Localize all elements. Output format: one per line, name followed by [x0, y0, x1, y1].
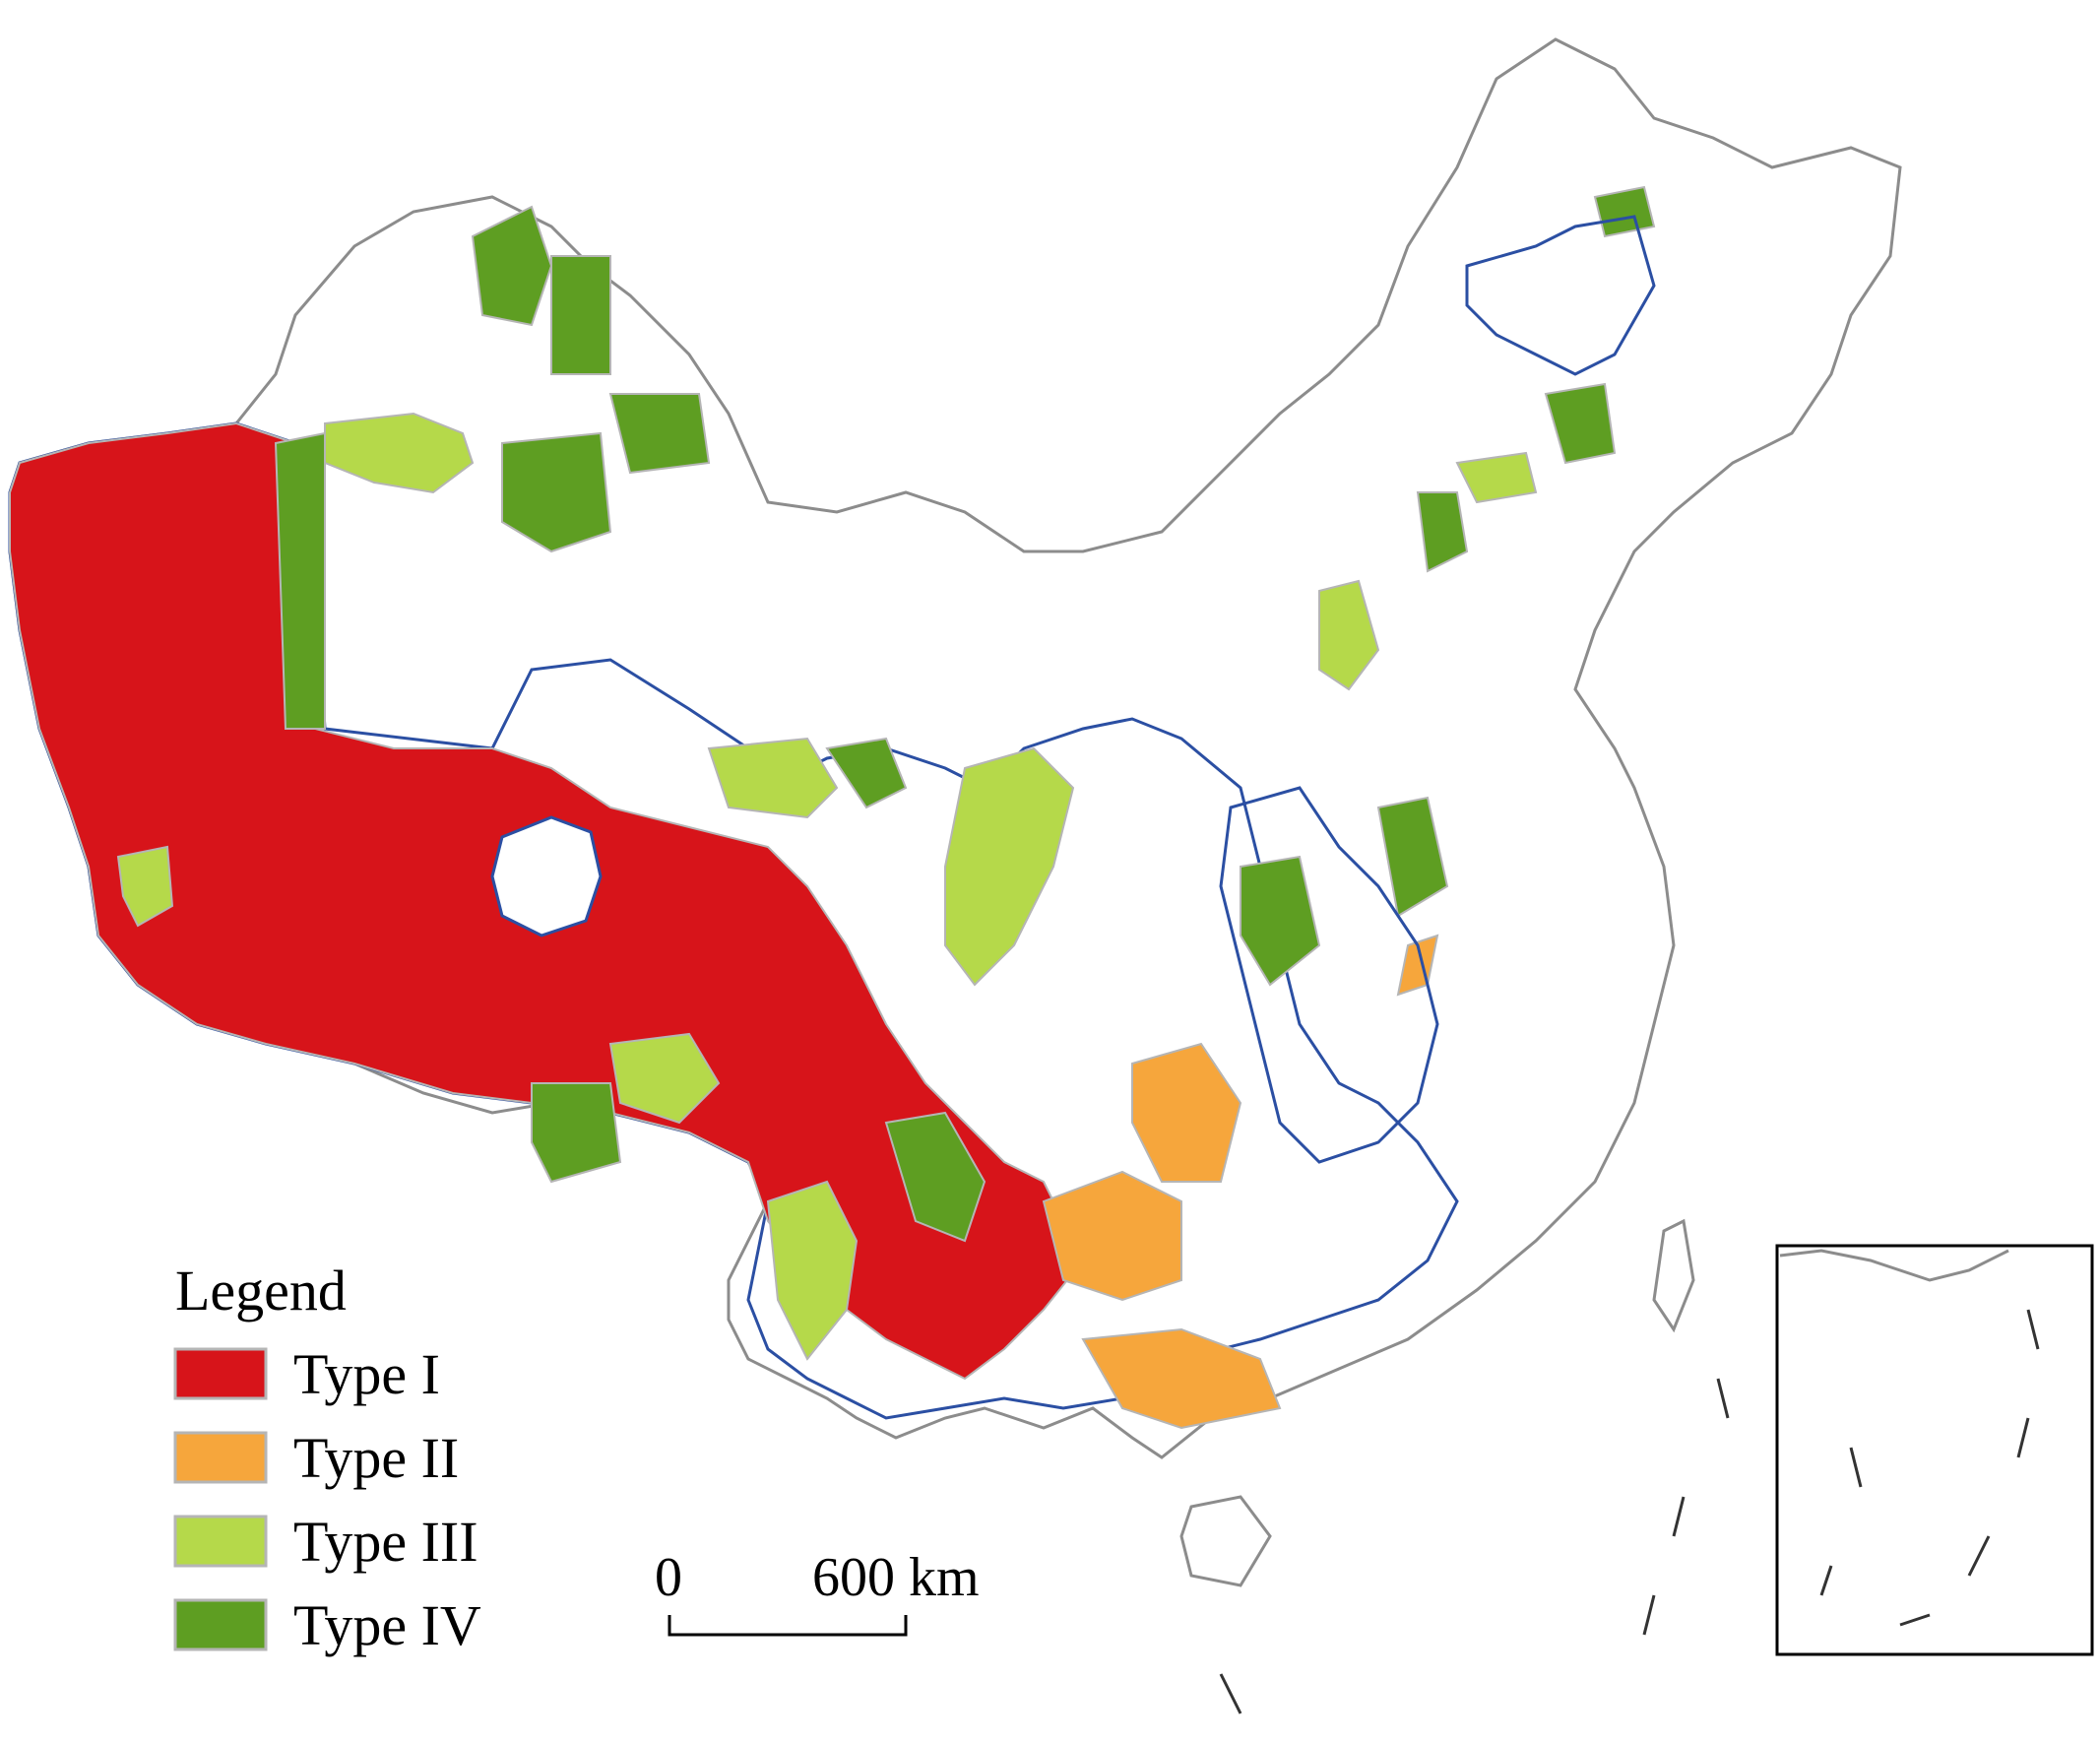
type-ii-area-south-1 — [1042, 1170, 1182, 1302]
legend-swatch-type-i — [173, 1347, 268, 1400]
inset-frame — [1775, 1244, 2094, 1656]
type-iv-area-northeast-3 — [1593, 185, 1656, 238]
legend-label-type-iv: Type IV — [293, 1593, 481, 1657]
lake-hole — [490, 815, 603, 937]
type-iv-area-east-2 — [1376, 796, 1449, 918]
legend: Legend Type I Type II Type III Type IV — [173, 1259, 481, 1657]
type-iv-area-north-4 — [608, 393, 711, 475]
type-ii-area-south-3 — [1081, 1327, 1282, 1430]
type-iv-area-tibet-south — [531, 1082, 622, 1184]
inset-coastline — [1779, 1249, 2009, 1282]
scale-bar-line — [668, 1615, 908, 1637]
type-iv-area-north-1 — [471, 205, 553, 327]
type-iv-area-northeast-2 — [1544, 382, 1617, 465]
type-iv-area-south-1 — [884, 1111, 986, 1243]
scale-start-label: 0 — [655, 1547, 682, 1608]
region-boundary-northeast — [1465, 215, 1656, 376]
type-iv-area-northwest-strip — [274, 431, 326, 730]
taiwan-island — [1652, 1218, 1695, 1333]
type-iii-area-central-1 — [707, 737, 839, 819]
type-iv-area-east-1 — [1240, 855, 1321, 987]
type-iii-area-northeast-1 — [1455, 451, 1538, 504]
type-iv-area-north-3 — [501, 431, 612, 553]
type-iii-area-south-1 — [608, 1032, 721, 1125]
scale-bar: 0 600 km — [655, 1547, 980, 1637]
legend-label-type-i: Type I — [293, 1342, 440, 1406]
legend-swatch-type-iv — [173, 1598, 268, 1651]
region-boundary-east — [1219, 786, 1439, 1164]
legend-label-type-iii: Type III — [293, 1510, 478, 1574]
type-iv-area-north-2 — [550, 255, 611, 375]
legend-swatch-type-iii — [173, 1515, 268, 1568]
type-iii-area-north-1 — [324, 412, 475, 494]
type-iv-area-northeast-1 — [1416, 491, 1469, 573]
type-iii-area-central-2 — [944, 746, 1075, 987]
type-iii-area-east-1 — [1318, 579, 1380, 691]
type-iii-area-south-2 — [766, 1180, 859, 1361]
type-iv-area-central-1 — [825, 737, 908, 809]
hainan-island — [1179, 1495, 1272, 1587]
type-ii-area-south-2 — [1131, 1042, 1242, 1183]
inset-nine-dash-line — [1819, 1309, 2040, 1627]
main-dash-line — [1219, 1378, 1730, 1714]
scale-end-label: 600 km — [812, 1547, 980, 1608]
legend-label-type-ii: Type II — [293, 1426, 459, 1490]
type-iii-area-west-1 — [116, 845, 174, 928]
legend-title: Legend — [175, 1259, 347, 1323]
legend-swatch-type-ii — [173, 1431, 268, 1484]
